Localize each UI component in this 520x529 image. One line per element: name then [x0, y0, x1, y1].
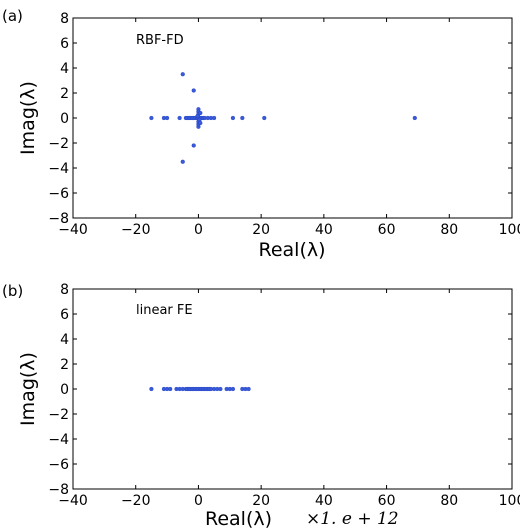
panel-a-plot-frame: [72, 17, 513, 219]
data-point: [191, 143, 196, 148]
x-tick-label: 60: [378, 222, 396, 238]
data-point: [230, 386, 236, 392]
y-tick-label: 2: [60, 357, 69, 373]
data-point: [262, 115, 267, 121]
panel-b-xlabel: Real(λ): [205, 508, 272, 529]
data-point: [180, 159, 185, 164]
data-point: [149, 115, 154, 121]
panel-b-x-scale-suffix: ×1. e + 12: [306, 509, 399, 529]
data-point: [230, 115, 236, 121]
x-tick-label: −40: [58, 222, 88, 238]
panel-b-label: (b): [2, 282, 23, 300]
x-tick-label: 0: [194, 493, 203, 509]
data-point: [412, 115, 417, 121]
data-point: [212, 115, 217, 121]
data-point: [149, 386, 154, 392]
y-tick-label: 4: [60, 332, 69, 348]
x-tick-label: 20: [252, 493, 270, 509]
data-point: [218, 386, 223, 392]
panel-b-ylabel: Imag(λ): [17, 352, 39, 426]
panel-a-y-ticks: 8 6 4 2 0 −2 −4 −6 −8: [48, 11, 512, 227]
y-tick-label: 8: [60, 282, 69, 298]
y-tick-label: 8: [60, 11, 69, 27]
y-tick-label: −2: [48, 407, 69, 423]
data-point: [164, 115, 170, 121]
x-tick-label: 20: [252, 222, 270, 238]
data-point: [246, 386, 251, 392]
x-tick-label: 60: [378, 493, 396, 509]
x-tick-label: −40: [58, 493, 88, 509]
x-tick-label: 40: [315, 222, 333, 238]
y-tick-label: −4: [48, 161, 69, 177]
panel-b-annotation: linear FE: [136, 303, 193, 318]
y-tick-label: −6: [48, 457, 69, 473]
y-tick-label: 6: [60, 307, 69, 323]
y-tick-label: 4: [60, 61, 69, 77]
x-tick-label: 80: [440, 493, 458, 509]
data-point: [177, 115, 182, 121]
panel-a-xlabel: Real(λ): [258, 239, 325, 261]
data-point: [168, 386, 173, 392]
panel-b-plot-frame: [72, 288, 513, 490]
panel-b-y-ticks: 8 6 4 2 0 −2 −4 −6 −8: [48, 282, 512, 498]
panel-a-x-ticks: −40−20020406080100: [58, 18, 520, 238]
y-tick-label: −2: [48, 136, 69, 152]
y-tick-label: 6: [60, 36, 69, 52]
x-tick-label: 80: [440, 222, 458, 238]
data-point: [240, 115, 245, 121]
panel-a-ylabel: Imag(λ): [17, 81, 39, 155]
x-tick-label: −20: [121, 222, 151, 238]
y-tick-label: −8: [48, 211, 69, 227]
y-tick-label: −8: [48, 482, 69, 498]
data-point: [198, 120, 203, 126]
x-tick-label: 100: [499, 493, 520, 509]
y-tick-label: −4: [48, 432, 69, 448]
panel-a-label: (a): [2, 7, 23, 25]
y-tick-label: 0: [60, 382, 69, 398]
y-tick-label: 0: [60, 111, 69, 127]
panel-a-points: [149, 72, 417, 164]
x-tick-label: 100: [499, 222, 520, 238]
panel-b-x-ticks: −40−20020406080100: [58, 289, 520, 509]
x-tick-label: −20: [121, 493, 151, 509]
panel-a: (a) RBF-FD −40−20020406080100 86420−2−4−…: [2, 7, 520, 261]
data-point: [195, 114, 200, 119]
data-point: [191, 88, 196, 93]
x-tick-label: 0: [194, 222, 203, 238]
y-tick-label: 2: [60, 86, 69, 102]
data-point: [180, 72, 185, 77]
panel-b: (b) linear FE −40−20020406080100 86420−2…: [2, 282, 520, 529]
y-tick-label: −6: [48, 186, 69, 202]
panel-a-annotation: RBF-FD: [136, 33, 184, 48]
panel-b-points: [149, 386, 251, 392]
data-point: [198, 110, 203, 116]
x-tick-label: 40: [315, 493, 333, 509]
